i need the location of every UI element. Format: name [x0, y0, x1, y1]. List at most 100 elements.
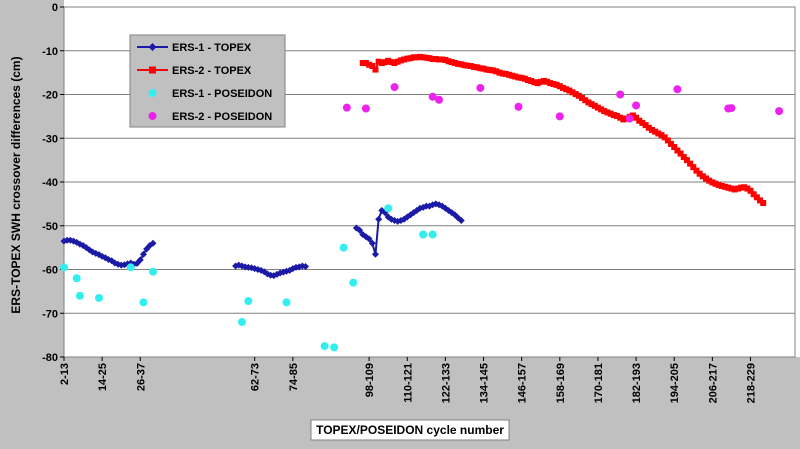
data-point — [537, 78, 544, 85]
data-point — [476, 83, 485, 92]
data-point — [394, 58, 401, 65]
data-point — [362, 60, 369, 66]
data-point — [753, 194, 760, 201]
data-point — [451, 60, 458, 66]
data-point — [625, 114, 634, 123]
data-point — [636, 117, 643, 124]
data-point — [744, 185, 751, 192]
y-tick-label: -20 — [42, 90, 58, 102]
x-tick-label: 218-229 — [746, 363, 758, 403]
legend-diamond-marker — [148, 43, 157, 51]
x-axis-title-box — [310, 419, 510, 441]
legend: ERS-1 - TOPEX ERS-2 - TOPEX ERS-1 - POSE… — [129, 34, 286, 128]
data-point — [439, 56, 446, 63]
data-point — [457, 217, 465, 224]
x-axis-ticks: 2-13 14-25 26-37 62-73 74-85 98-109 110-121 122… — [59, 357, 758, 403]
data-point — [436, 56, 443, 63]
data-point — [572, 91, 579, 98]
data-point — [544, 78, 551, 85]
data-point — [683, 157, 690, 164]
data-point — [569, 89, 576, 96]
data-point — [432, 56, 439, 63]
data-point — [727, 104, 736, 113]
data-point — [515, 74, 522, 81]
data-point — [668, 140, 675, 147]
data-point — [413, 54, 420, 61]
data-point — [372, 66, 379, 73]
data-point — [244, 297, 253, 305]
data-point — [566, 87, 573, 94]
data-point — [385, 57, 392, 64]
data-point — [72, 274, 81, 283]
data-point — [775, 107, 784, 116]
data-point — [658, 132, 665, 139]
x-tick-label: 14-25 — [97, 363, 109, 391]
data-point — [534, 80, 541, 87]
data-point — [483, 66, 490, 73]
x-axis-title: TOPEX/POSEIDON cycle number — [316, 423, 504, 437]
data-point — [428, 230, 437, 239]
data-point — [477, 65, 484, 72]
data-point — [375, 215, 383, 223]
data-point — [139, 250, 147, 258]
data-point — [616, 90, 625, 99]
data-point — [528, 77, 535, 84]
x-tick-label: 206-217 — [707, 363, 719, 403]
data-point — [445, 58, 452, 65]
data-point — [629, 112, 636, 119]
data-point — [359, 60, 366, 66]
data-point — [555, 112, 564, 121]
data-point — [148, 267, 157, 276]
data-point — [371, 250, 379, 258]
data-point — [614, 112, 621, 119]
data-point — [671, 144, 678, 150]
data-point — [378, 60, 385, 66]
y-axis-ticks: -80 -70 -60 -50 -40 -30 -20 -10 0 — [42, 2, 64, 364]
data-point — [632, 101, 641, 110]
data-point — [429, 56, 436, 63]
data-point — [706, 177, 713, 184]
data-point — [361, 104, 370, 113]
data-point — [750, 191, 757, 198]
series-1 — [359, 53, 767, 206]
data-point — [375, 58, 382, 65]
data-point — [509, 72, 516, 79]
data-point — [320, 342, 329, 351]
data-point — [470, 63, 477, 70]
legend-label-ers2-topex: ERS-2 - TOPEX — [172, 65, 252, 77]
data-point — [416, 53, 423, 60]
data-point — [556, 83, 563, 90]
y-tick-label: 0 — [52, 2, 58, 14]
legend-item-ers2-topex: ERS-2 - TOPEX — [137, 65, 252, 77]
data-point — [620, 116, 627, 123]
y-tick-label: -10 — [42, 46, 58, 58]
data-point — [550, 81, 557, 87]
data-point — [741, 184, 748, 191]
data-point — [553, 81, 560, 88]
data-point — [718, 182, 725, 189]
data-point — [734, 185, 741, 192]
data-point — [302, 262, 310, 270]
data-point — [493, 68, 500, 75]
data-point — [428, 92, 437, 101]
data-point — [512, 73, 519, 80]
data-point — [407, 55, 414, 62]
series-3 — [342, 83, 784, 123]
x-tick-label: 74-85 — [288, 363, 300, 391]
data-point — [496, 69, 503, 76]
data-point — [731, 186, 738, 193]
legend-square-marker — [149, 66, 156, 74]
data-point — [604, 109, 611, 116]
data-point — [75, 291, 84, 300]
data-point — [703, 175, 710, 182]
data-point — [397, 57, 404, 64]
data-point — [464, 62, 471, 69]
data-point — [575, 92, 582, 99]
data-point — [664, 137, 671, 144]
x-tick-label: 182-193 — [631, 363, 643, 403]
data-point — [655, 130, 662, 137]
data-point — [645, 124, 652, 131]
data-point — [480, 65, 487, 72]
data-point — [474, 64, 481, 71]
